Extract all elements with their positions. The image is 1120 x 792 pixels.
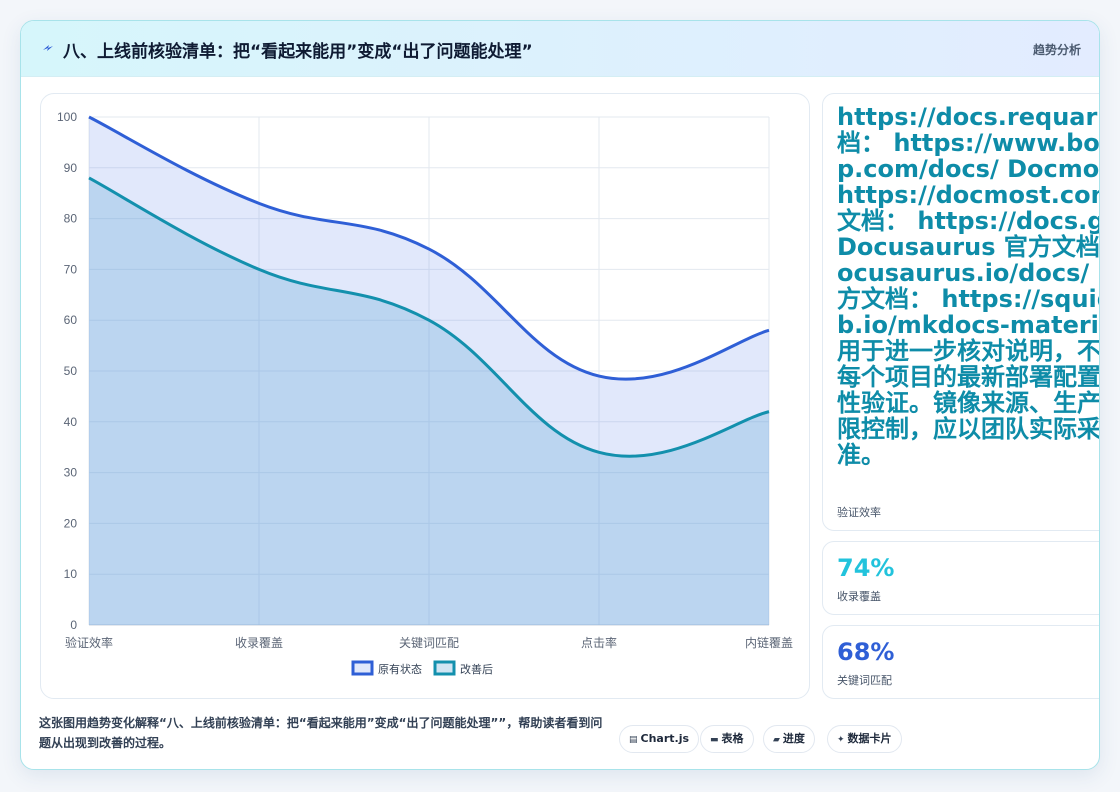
stat-card-keyword: 68% 关键词匹配 bbox=[822, 625, 1099, 699]
chip-chartjs[interactable]: ▤ Chart.js bbox=[619, 725, 700, 753]
y-tick-label: 40 bbox=[64, 415, 78, 429]
card-header: 八、上线前核验清单：把“看起来能用”变成“出了问题能处理” 趋势分析 bbox=[21, 21, 1099, 77]
y-tick-label: 60 bbox=[64, 313, 78, 327]
y-tick-label: 50 bbox=[64, 364, 78, 378]
y-tick-label: 10 bbox=[64, 567, 78, 581]
stat-value-coverage: 74% bbox=[837, 554, 895, 582]
links-panel: https://docs.requarks.io/ 官方文档： https://… bbox=[822, 93, 1100, 531]
y-tick-label: 20 bbox=[64, 516, 78, 530]
series-area-2 bbox=[89, 177, 769, 625]
area-chart: 0 10 20 30 40 50 60 70 80 90 100 验证效率 收录覆盖 关键词匹配 点击率 内链… bbox=[57, 110, 793, 676]
y-tick-label: 80 bbox=[64, 212, 78, 226]
series-line-1 bbox=[88, 115, 770, 381]
chart-icon: ▤ bbox=[629, 735, 638, 745]
trend-label: 趋势分析 bbox=[1032, 43, 1081, 57]
x-tick-label: 内链覆盖 bbox=[745, 635, 793, 650]
chip-data-card[interactable]: ✦ 数据卡片 bbox=[827, 725, 902, 753]
y-tick-label: 100 bbox=[57, 110, 77, 124]
chip-label: Chart.js bbox=[640, 732, 690, 745]
legend-swatch bbox=[351, 660, 374, 676]
x-tick-label: 点击率 bbox=[581, 635, 617, 650]
legend-label: 原有状态 bbox=[378, 662, 422, 676]
chip-progress[interactable]: ▰ 进度 bbox=[763, 725, 815, 753]
sparkle-icon: ✦ bbox=[837, 735, 845, 745]
links-panel-label: 验证效率 bbox=[837, 506, 881, 519]
table-icon: ▬ bbox=[710, 735, 719, 745]
chip-table[interactable]: ▬ 表格 bbox=[700, 725, 754, 753]
stat-label-coverage: 收录覆盖 bbox=[837, 590, 881, 603]
chip-label: 进度 bbox=[782, 732, 805, 745]
x-tick-label: 关键词匹配 bbox=[399, 636, 459, 650]
y-tick-label: 30 bbox=[64, 466, 78, 480]
chip-label: 表格 bbox=[721, 732, 744, 745]
x-tick-label: 验证效率 bbox=[65, 635, 113, 650]
legend-swatch bbox=[433, 660, 456, 676]
y-tick-label: 0 bbox=[70, 618, 77, 632]
stat-card-coverage: 74% 收录覆盖 bbox=[822, 541, 1099, 615]
progress-icon: ▰ bbox=[773, 735, 780, 745]
x-tick-label: 收录覆盖 bbox=[235, 636, 283, 650]
y-tick-label: 70 bbox=[64, 262, 78, 276]
stat-label-keyword: 关键词匹配 bbox=[837, 674, 892, 687]
lightning-icon bbox=[43, 45, 53, 51]
series-area-1 bbox=[89, 117, 769, 625]
legend-label: 改善后 bbox=[460, 662, 493, 676]
stat-value-keyword: 68% bbox=[837, 638, 895, 666]
chart-panel: 0 10 20 30 40 50 60 70 80 90 100 验证效率 收录覆盖 关键词匹配 点击率 内链… bbox=[40, 93, 810, 699]
links-text: https://docs.requarks.io/ 官方文档： https://… bbox=[837, 103, 1100, 469]
page-title: 八、上线前核验清单：把“看起来能用”变成“出了问题能处理” bbox=[63, 42, 533, 62]
main-card: 八、上线前核验清单：把“看起来能用”变成“出了问题能处理” 趋势分析 0 10 20… bbox=[20, 20, 1100, 770]
series-line-2 bbox=[88, 176, 770, 458]
chart-caption: 这张图用趋势变化解释“八、上线前核验清单：把“看起来能用”变成“出了问题能处理”… bbox=[39, 716, 603, 750]
chip-label: 数据卡片 bbox=[847, 732, 892, 745]
y-tick-label: 90 bbox=[64, 161, 78, 175]
